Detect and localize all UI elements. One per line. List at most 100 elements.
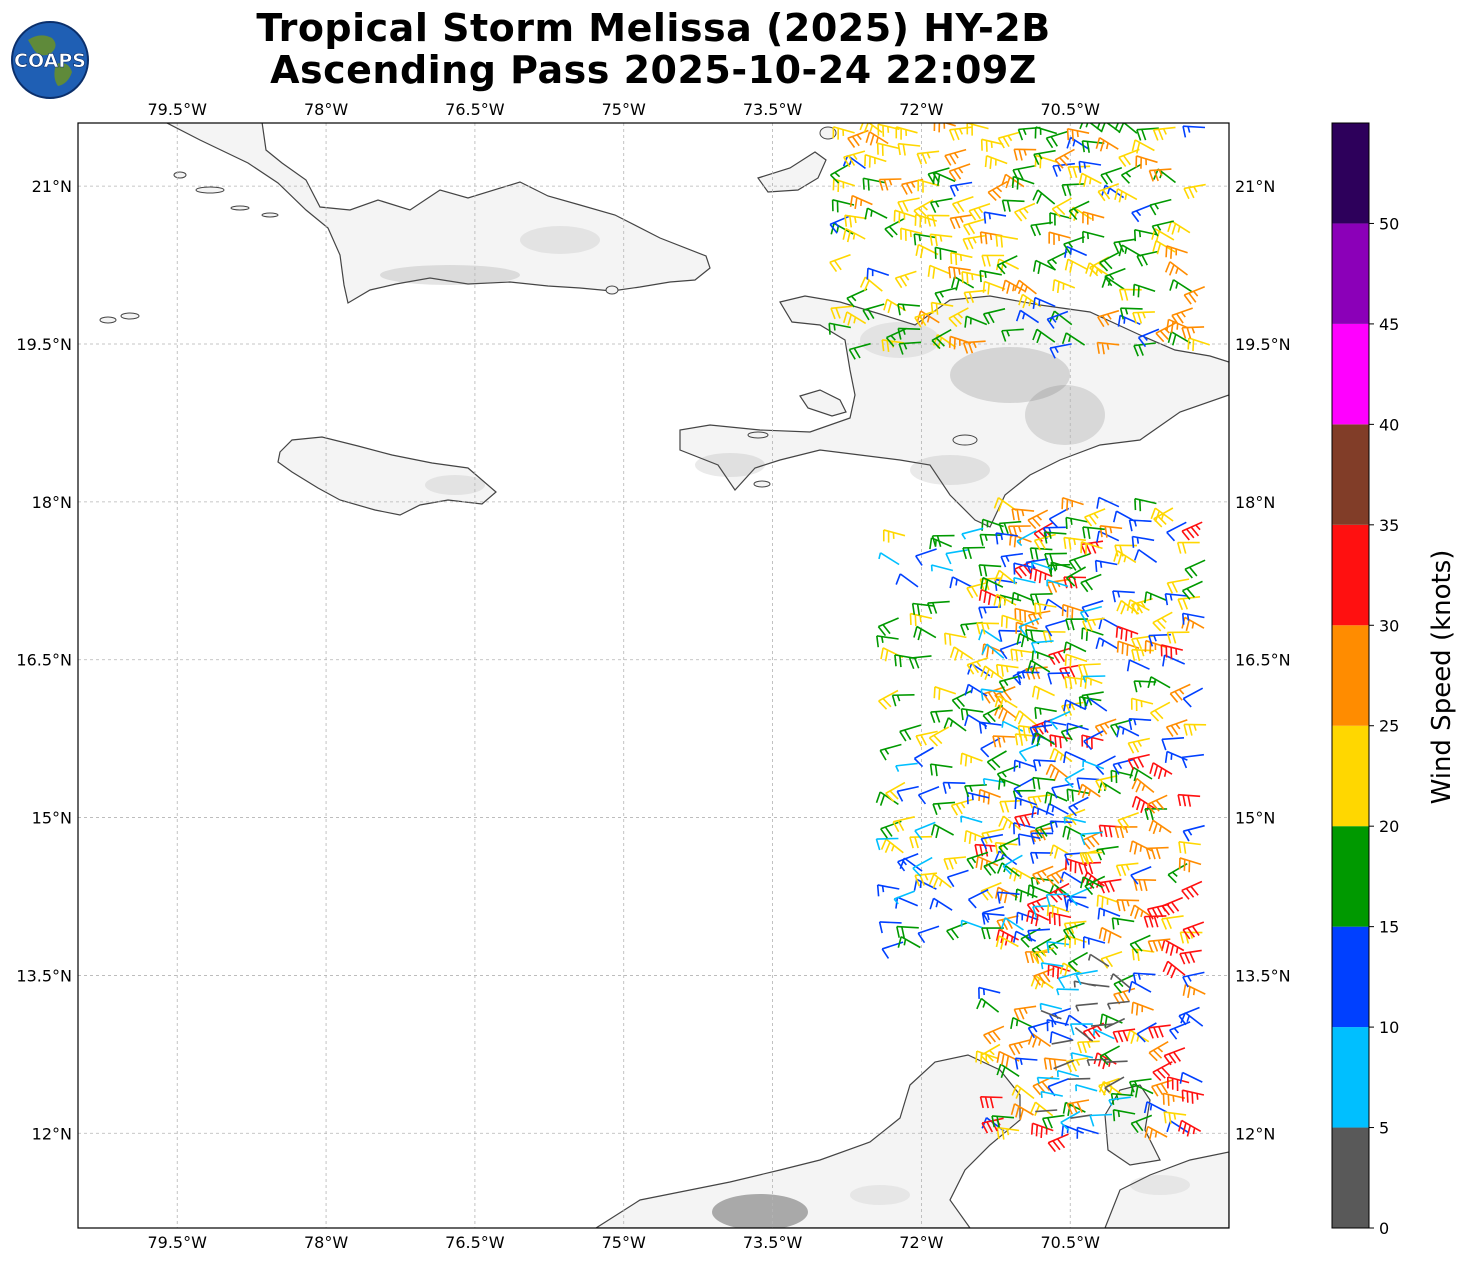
wind-barb [1032,296,1056,309]
wind-barb [1029,724,1053,739]
wind-barb [897,142,921,156]
wind-barb [1057,971,1080,989]
wind-barb [1064,653,1088,668]
wind-barb [897,853,919,872]
map-title-line-1: Tropical Storm Melissa (2025) HY-2B [256,6,1051,50]
wind-barb [964,714,988,728]
wind-barb [1061,332,1086,346]
wind-barb [1040,1009,1062,1020]
wind-barb [1034,706,1057,719]
wind-barb [981,927,1004,940]
wind-barb [1090,1023,1113,1027]
wind-barb [1082,211,1105,225]
lat-tick-label-left: 16.5°N [16,651,72,670]
lon-tick-label-top: 70.5°W [1041,100,1101,119]
wind-barb [1182,983,1206,999]
wind-barb [1027,659,1051,675]
wind-barb [1031,650,1055,663]
wind-barb [948,163,971,182]
wind-barb [981,643,1005,659]
wind-barb [1126,659,1150,672]
wind-barb [912,856,933,877]
wind-barb [1119,307,1143,320]
wind-barb [1120,163,1142,184]
wind-barb [986,750,1007,771]
wind-barb [1013,759,1037,772]
wind-barb [1070,1023,1093,1036]
wind-barb [878,921,902,934]
wind-barb [995,935,1019,950]
wind-barb [982,777,1006,786]
wind-barb [1043,531,1067,544]
wind-barb [830,305,853,320]
wind-barb [1131,139,1155,154]
wind-barb [1031,685,1055,700]
lon-tick-label-bottom: 78°W [304,1233,348,1252]
colorbar-tick-label: 5 [1379,1119,1389,1138]
colorbar-frame [1331,122,1370,1229]
wind-barb [978,588,1002,606]
wind-barb [950,798,973,816]
wind-barb [1162,654,1186,667]
colorbar-tick-label: 40 [1379,415,1399,434]
wind-barb [1179,1071,1203,1084]
lat-tick-label-right: 18°N [1235,493,1275,512]
wind-barb [885,781,906,803]
terrain-shading-3 [1025,385,1105,445]
wind-barb [1087,983,1110,988]
wind-barb [1070,1052,1094,1060]
wind-barb [876,884,900,897]
wind-barb [1063,751,1087,764]
wind-barb [980,138,1004,152]
wind-barb [1096,496,1120,509]
wind-barb [995,234,1019,248]
wind-barb [1052,162,1075,177]
wind-barb [916,310,940,325]
wind-barb [917,179,940,193]
terrain-shading-6 [695,453,765,477]
wind-barbs-layer [828,123,1210,1153]
wind-barb [1051,1039,1074,1045]
wind-barb [1066,127,1090,142]
wind-barb [950,276,975,291]
wind-barb [1149,198,1172,216]
wind-barb [1046,579,1069,588]
wind-barb [1046,903,1070,918]
wind-barb [895,573,919,588]
wind-barb [1086,1058,1110,1067]
wind-barb [1049,820,1073,833]
lon-tick-label-bottom: 72°W [899,1233,943,1252]
landmass-gonave [799,389,847,417]
wind-barb [1081,140,1105,153]
wind-barb [1001,328,1024,342]
wind-barb [1148,819,1172,835]
wind-barb [1181,580,1203,600]
wind-barb [1131,1001,1154,1016]
wind-barb [914,872,938,887]
wind-barb [1035,1109,1058,1113]
wind-barb [1089,1113,1113,1127]
wind-barb [897,327,921,340]
wind-barb [929,763,953,777]
wind-barb [994,695,1018,710]
wind-barb [1098,878,1122,894]
wind-barb [1041,1114,1065,1130]
wind-barb [1082,617,1105,632]
wind-barb [1133,342,1156,357]
wind-barb [1077,783,1101,799]
wind-barb [913,746,934,768]
wind-barb [978,606,1001,619]
wind-barb [1116,725,1140,738]
wind-barb [983,1025,1005,1045]
wind-barb [949,181,973,197]
wind-barb [980,665,1004,680]
wind-barb [1079,851,1103,865]
islet-7 [605,285,619,295]
wind-barb [1181,521,1203,541]
colorbar-bin [1332,524,1369,626]
wind-barb [1016,529,1037,547]
islet-4 [99,316,117,324]
wind-barb [1076,1126,1099,1139]
wind-barb [1035,820,1057,839]
wind-barb [1030,832,1054,845]
